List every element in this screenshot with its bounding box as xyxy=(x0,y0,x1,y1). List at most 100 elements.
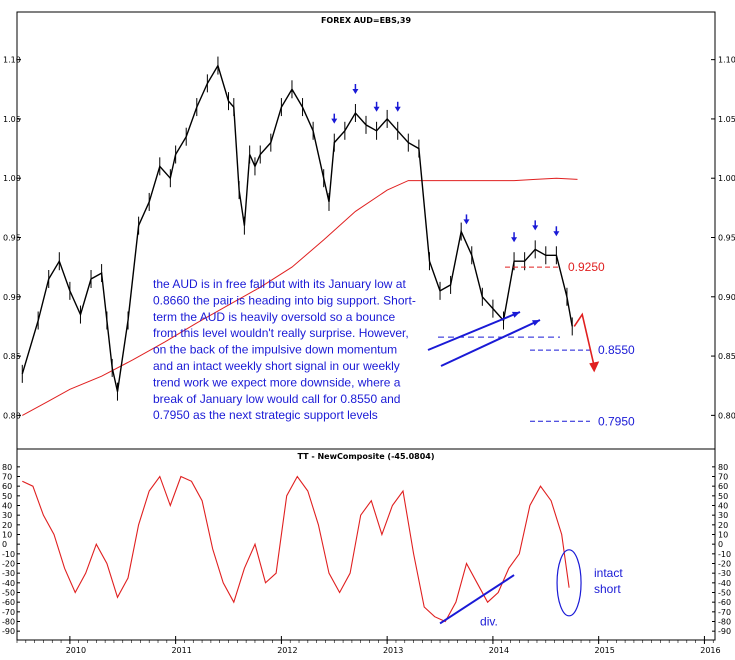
indicator-y-tick-label: -70 xyxy=(718,608,731,617)
price-y-ticks-right: 1.10 1.05 1.00 0.95 0.90 0.85 0.80 xyxy=(711,56,735,420)
indicator-y-ticks-right: 80706050403020100-10-20-30-40-50-60-70-8… xyxy=(712,463,731,636)
price-panel: FOREX AUD=EBS,39 1.10 1.05 1.00 0.95 0.90 0.8… xyxy=(3,11,735,450)
short-label: short xyxy=(594,582,621,596)
indicator-y-tick-label: -80 xyxy=(718,618,731,627)
price-y-tick-label: 0.95 xyxy=(718,234,735,243)
trend-arrow-lower-head xyxy=(532,320,540,326)
indicator-y-tick-label: -10 xyxy=(2,550,15,559)
indicator-y-tick-label: -40 xyxy=(2,579,15,588)
projection-arrowhead xyxy=(589,361,600,373)
indicator-y-tick-label: 50 xyxy=(718,492,728,501)
price-y-tick-label: 1.05 xyxy=(3,115,21,124)
indicator-y-ticks-left: 80706050403020100-10-20-30-40-50-60-70-8… xyxy=(2,463,20,636)
price-bars xyxy=(21,56,573,401)
indicator-y-tick-label: -90 xyxy=(718,627,731,636)
indicator-y-tick-label: -20 xyxy=(718,560,731,569)
x-tick-label: 2013 xyxy=(383,646,403,655)
price-y-tick-label: 0.85 xyxy=(718,352,735,361)
indicator-y-tick-label: 30 xyxy=(718,511,728,520)
trend-arrow-lower xyxy=(440,319,541,367)
note-line: term the AUD is heavily oversold so a bo… xyxy=(153,310,395,324)
divergence-label: div. xyxy=(480,614,498,628)
note-line: from this level wouldn't really surprise… xyxy=(153,326,409,340)
indicator-y-tick-label: 20 xyxy=(2,521,12,530)
price-y-tick-label: 1.10 xyxy=(3,56,21,65)
indicator-y-tick-label: 70 xyxy=(2,473,12,482)
projection-path xyxy=(573,312,596,367)
intact-label: intact xyxy=(594,566,623,580)
indicator-y-tick-label: -20 xyxy=(2,560,15,569)
x-tick-label: 2014 xyxy=(489,646,509,655)
indicator-y-tick-label: -10 xyxy=(718,550,731,559)
x-tick-label: 2010 xyxy=(66,646,86,655)
indicator-y-tick-label: 80 xyxy=(2,463,12,472)
top-marker-arrowhead xyxy=(394,106,401,112)
price-y-tick-label: 1.10 xyxy=(718,56,735,65)
price-y-tick-label: 0.80 xyxy=(3,411,21,420)
price-y-tick-label: 1.00 xyxy=(3,174,21,183)
indicator-title: TT - NewComposite (-45.0804) xyxy=(297,452,434,461)
indicator-y-tick-label: -50 xyxy=(718,589,731,598)
trend-arrows xyxy=(427,311,541,367)
indicator-y-tick-label: -70 xyxy=(2,608,15,617)
indicator-y-tick-label: 40 xyxy=(2,502,12,511)
indicator-y-tick-label: -60 xyxy=(718,598,731,607)
indicator-y-tick-label: -30 xyxy=(2,569,15,578)
top-marker-arrowhead xyxy=(553,231,560,237)
trend-arrow-upper-head xyxy=(512,311,520,318)
x-tick-label: 2015 xyxy=(594,646,614,655)
indicator-y-tick-label: 20 xyxy=(718,521,728,530)
x-axis: 2010 2011 2012 2013 2014 2015 2016 xyxy=(16,636,721,655)
divergence-line xyxy=(439,574,515,625)
indicator-y-tick-label: -80 xyxy=(2,618,15,627)
indicator-y-tick-label: 50 xyxy=(2,492,12,501)
indicator-y-tick-label: 40 xyxy=(718,502,728,511)
top-markers xyxy=(331,84,560,243)
intact-short-ellipse xyxy=(556,549,582,617)
x-tick-label: 2016 xyxy=(700,646,720,655)
analysis-note: the AUD is in free fall but with its Jan… xyxy=(153,277,416,422)
red-projection-arrow xyxy=(573,312,600,373)
top-marker-arrowhead xyxy=(532,225,539,231)
note-line: break of January low would call for 0.85… xyxy=(153,392,400,406)
note-line: 0.8660 the pair is heading into big supp… xyxy=(153,293,416,307)
indicator-y-tick-label: -40 xyxy=(718,579,731,588)
x-tick-label: 2011 xyxy=(171,646,191,655)
indicator-y-tick-label: -50 xyxy=(2,589,15,598)
top-marker-arrowhead xyxy=(463,219,470,225)
indicator-y-tick-label: 60 xyxy=(718,482,728,491)
price-y-tick-label: 1.00 xyxy=(718,174,735,183)
indicator-y-tick-label: 70 xyxy=(718,473,728,482)
price-y-tick-label: 1.05 xyxy=(718,115,735,124)
note-line: 0.7950 as the next strategic support lev… xyxy=(153,408,378,422)
moving-average-line xyxy=(22,177,578,416)
indicator-y-tick-label: -60 xyxy=(2,598,15,607)
top-marker-arrowhead xyxy=(352,89,359,94)
trend-arrow-upper xyxy=(427,311,521,351)
level-label: 0.8550 xyxy=(598,343,635,357)
price-y-tick-label: 0.90 xyxy=(3,293,21,302)
top-marker-arrowhead xyxy=(373,106,380,112)
indicator-y-tick-label: -90 xyxy=(2,627,15,636)
top-marker-arrowhead xyxy=(331,118,338,124)
price-chart-title: FOREX AUD=EBS,39 xyxy=(321,16,412,25)
price-y-ticks-left: 1.10 1.05 1.00 0.95 0.90 0.85 0.80 xyxy=(3,56,21,420)
note-line: on the back of the impulsive down moment… xyxy=(153,343,397,357)
price-y-tick-label: 0.90 xyxy=(718,293,735,302)
indicator-y-tick-label: -30 xyxy=(718,569,731,578)
price-y-tick-label: 0.95 xyxy=(3,234,21,243)
x-tick-label: 2012 xyxy=(277,646,297,655)
note-line: the AUD is in free fall but with its Jan… xyxy=(153,277,406,291)
note-line: and an intact weekly short signal in our… xyxy=(153,359,400,373)
top-marker-arrowhead xyxy=(511,237,518,243)
indicator-y-tick-label: 10 xyxy=(2,531,12,540)
indicator-y-tick-label: 0 xyxy=(718,540,723,549)
note-line: trend work we expect more downside, wher… xyxy=(153,375,401,389)
indicator-y-tick-label: 30 xyxy=(2,511,12,520)
indicator-line xyxy=(22,475,570,623)
indicator-y-tick-label: 80 xyxy=(718,463,728,472)
level-label: 0.9250 xyxy=(568,260,605,274)
level-label: 0.7950 xyxy=(598,414,635,428)
price-y-tick-label: 0.80 xyxy=(718,411,735,420)
